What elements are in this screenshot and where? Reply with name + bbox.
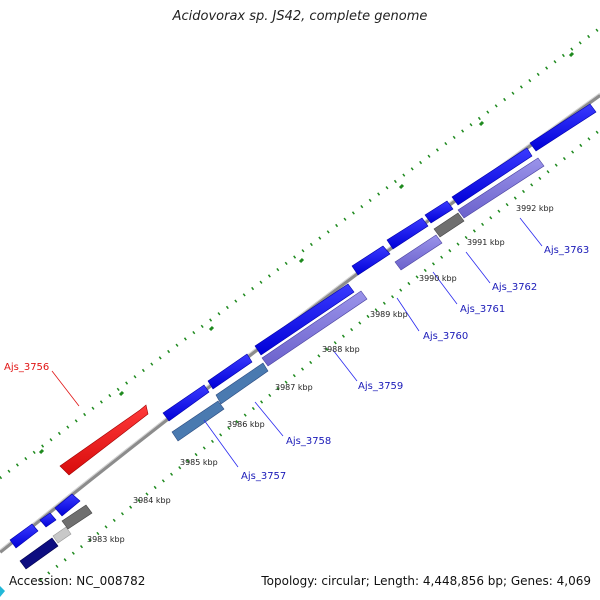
cds-arrow[interactable] bbox=[39, 512, 57, 528]
inner-tick-arc bbox=[39, 128, 600, 582]
tick-label: 3987 kbp bbox=[275, 383, 313, 392]
cds-arrow[interactable] bbox=[529, 103, 597, 152]
highlighted-gene-ajs-3756[interactable] bbox=[59, 404, 149, 476]
cds-arrow[interactable] bbox=[162, 384, 210, 422]
tick-label: 3983 kbp bbox=[87, 535, 125, 544]
gene-label-ajs-3760[interactable]: Ajs_3760 bbox=[423, 331, 468, 342]
tick-label: 3991 kbp bbox=[467, 238, 505, 247]
tick-label: 3985 kbp bbox=[180, 458, 218, 467]
gene-labels: Ajs_3756 Ajs_3757 Ajs_3758 Ajs_3759 Ajs_… bbox=[4, 245, 589, 482]
tick-labels: 3983 kbp 3984 kbp 3985 kbp 3986 kbp 3987… bbox=[87, 204, 554, 544]
tick-label: 3986 kbp bbox=[227, 420, 265, 429]
gene-label-ajs-3763[interactable]: Ajs_3763 bbox=[544, 245, 589, 256]
cds-arrow[interactable] bbox=[9, 523, 39, 549]
gene-label-ajs-3762[interactable]: Ajs_3762 bbox=[492, 282, 537, 293]
tick-label: 3990 kbp bbox=[419, 274, 457, 283]
outer-major-ticks bbox=[38, 51, 575, 455]
gene-label-ajs-3761[interactable]: Ajs_3761 bbox=[460, 304, 505, 315]
cds-arrow[interactable] bbox=[457, 157, 545, 219]
cds-arrow[interactable] bbox=[433, 212, 465, 238]
cds-arrow[interactable] bbox=[261, 290, 368, 367]
gene-label-ajs-3756[interactable]: Ajs_3756 bbox=[4, 362, 49, 373]
gene-label-ajs-3757[interactable]: Ajs_3757 bbox=[241, 471, 286, 482]
cds-arrow[interactable] bbox=[424, 200, 454, 224]
genome-backbone-highlight bbox=[0, 92, 600, 551]
cds-arrow[interactable] bbox=[207, 353, 253, 390]
tick-label: 3992 kbp bbox=[516, 204, 554, 213]
cds-arrow[interactable] bbox=[386, 217, 429, 250]
cds-arrow[interactable] bbox=[54, 493, 81, 517]
cds-arrow[interactable] bbox=[61, 504, 93, 530]
reverse-strand-genes bbox=[19, 157, 545, 570]
cds-arrow[interactable] bbox=[254, 283, 355, 356]
cds-arrow[interactable] bbox=[394, 234, 443, 271]
tick-label: 3988 kbp bbox=[322, 345, 360, 354]
outer-tick-arc bbox=[0, 26, 600, 480]
cyan-marker-icon bbox=[0, 586, 5, 597]
tick-label: 3989 kbp bbox=[370, 310, 408, 319]
cds-arrow[interactable] bbox=[215, 362, 269, 405]
cds-arrow[interactable] bbox=[351, 245, 391, 276]
tick-label: 3984 kbp bbox=[133, 496, 171, 505]
label-leaders bbox=[51, 217, 543, 468]
map-title: Acidovorax sp. JS42, complete genome bbox=[172, 9, 428, 24]
gene-label-ajs-3758[interactable]: Ajs_3758 bbox=[286, 436, 331, 447]
accession-text: Accession: NC_008782 bbox=[9, 574, 146, 588]
forward-strand-genes bbox=[9, 103, 597, 549]
cds-arrow[interactable] bbox=[52, 526, 72, 544]
cds-arrow[interactable] bbox=[451, 147, 533, 206]
cds-arrow[interactable] bbox=[171, 400, 225, 442]
gene-label-ajs-3759[interactable]: Ajs_3759 bbox=[358, 381, 403, 392]
genome-summary-text: Topology: circular; Length: 4,448,856 bp… bbox=[261, 574, 591, 588]
cds-arrow[interactable] bbox=[19, 537, 59, 570]
